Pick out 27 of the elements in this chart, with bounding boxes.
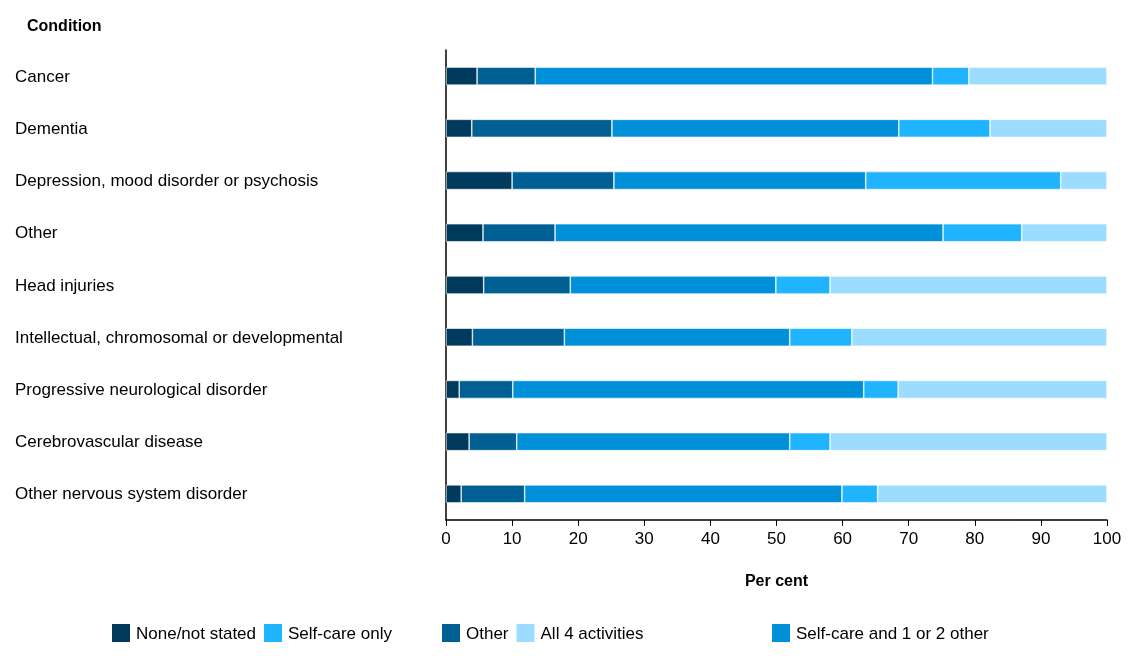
x-tick-label: 0 bbox=[441, 529, 451, 548]
legend-label: Self-care and 1 or 2 other bbox=[796, 623, 990, 643]
y-tick-label: Other nervous system disorder bbox=[15, 484, 248, 504]
x-tick-label: 50 bbox=[767, 529, 786, 548]
legend-label: All 4 activities bbox=[540, 623, 644, 643]
x-tick-label: 70 bbox=[899, 529, 919, 548]
y-tick-label: Cancer bbox=[15, 66, 71, 86]
x-tick-label: 20 bbox=[568, 529, 588, 548]
y-tick-label: Cerebrovascular disease bbox=[15, 432, 204, 452]
x-tick-label: 90 bbox=[1031, 529, 1051, 548]
x-tick-label: 10 bbox=[502, 529, 522, 548]
y-tick-label: Dementia bbox=[15, 118, 89, 138]
x-tick-label: 100 bbox=[1092, 529, 1122, 548]
legend-label: Other bbox=[466, 623, 509, 643]
y-tick-label: Progressive neurological disorder bbox=[15, 379, 268, 399]
y-tick-label: Depression, mood disorder or psychosis bbox=[15, 171, 319, 191]
y-axis-title: Condition bbox=[27, 16, 102, 34]
legend-label: Self-care only bbox=[288, 623, 393, 643]
y-tick-label: Head injuries bbox=[15, 275, 115, 295]
x-tick-label: 60 bbox=[833, 529, 853, 548]
y-tick-label: Other bbox=[15, 223, 58, 243]
x-tick-label: 80 bbox=[965, 529, 985, 548]
x-tick-label: 30 bbox=[634, 529, 654, 548]
y-tick-label: Intellectual, chromosomal or developmental bbox=[15, 327, 343, 347]
x-axis-title: Per cent bbox=[744, 571, 809, 589]
legend-label: None/not stated bbox=[136, 623, 257, 643]
x-tick-label: 40 bbox=[700, 529, 720, 548]
